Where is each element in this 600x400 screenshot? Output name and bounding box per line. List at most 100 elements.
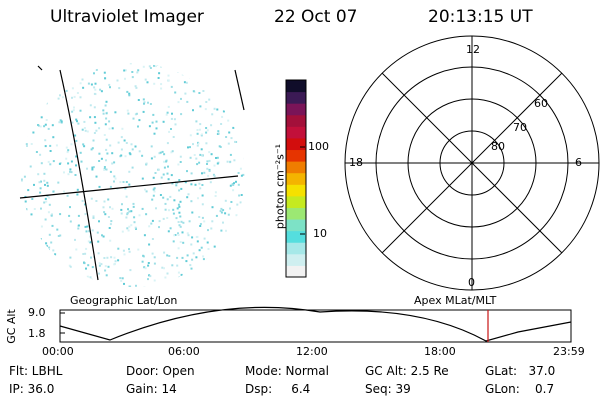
uv-speckle xyxy=(207,262,210,265)
uv-speckle xyxy=(21,85,23,88)
uv-speckle xyxy=(177,203,180,206)
uv-speckle xyxy=(105,159,107,162)
uv-speckle xyxy=(28,226,31,229)
uv-speckle xyxy=(104,104,107,107)
app-title: Ultraviolet Imager xyxy=(50,7,204,27)
uv-speckle xyxy=(37,242,40,245)
status-gain: Gain: 14 xyxy=(126,382,177,396)
uv-speckle xyxy=(172,136,175,138)
uv-speckle xyxy=(153,64,156,67)
uv-speckle xyxy=(43,63,46,65)
uv-speckle xyxy=(181,231,184,234)
uv-speckle xyxy=(166,272,169,275)
uv-speckle xyxy=(210,124,213,127)
uv-speckle xyxy=(153,132,156,135)
uv-speckle xyxy=(84,213,87,216)
uv-speckle xyxy=(219,63,222,66)
uv-speckle xyxy=(179,241,182,243)
colorbar-segment xyxy=(286,242,306,255)
uv-speckle xyxy=(57,235,60,237)
uv-speckle xyxy=(162,217,165,220)
uv-speckle xyxy=(91,166,94,169)
uv-speckle xyxy=(100,263,103,266)
uv-speckle xyxy=(177,271,180,274)
uv-speckle xyxy=(65,146,68,149)
uv-speckle xyxy=(57,181,60,184)
uv-speckle xyxy=(119,181,122,184)
uv-speckle xyxy=(90,256,92,259)
uv-speckle xyxy=(153,82,156,85)
uv-speckle xyxy=(205,275,208,278)
uv-speckle xyxy=(144,78,147,81)
uv-speckle xyxy=(130,143,133,146)
uv-speckle xyxy=(141,260,144,263)
uv-speckle xyxy=(36,108,39,111)
uv-speckle xyxy=(39,187,42,190)
uv-speckle xyxy=(217,130,220,133)
uv-speckle xyxy=(98,152,101,155)
uv-speckle xyxy=(220,92,223,95)
uv-speckle xyxy=(117,259,120,262)
date-label: 22 Oct 07 xyxy=(274,7,358,27)
uv-speckle xyxy=(66,194,69,197)
uv-speckle xyxy=(101,234,103,237)
uv-speckle xyxy=(218,270,221,273)
uv-speckle xyxy=(109,185,112,188)
uv-speckle xyxy=(44,145,47,148)
uv-speckle xyxy=(163,153,166,156)
uv-speckle xyxy=(201,216,204,219)
uv-speckle xyxy=(105,148,108,151)
uv-speckle xyxy=(202,255,205,258)
uv-speckle xyxy=(173,234,176,237)
uv-speckle xyxy=(227,79,230,82)
uv-speckle xyxy=(125,216,128,219)
uv-speckle xyxy=(92,139,95,142)
uv-speckle xyxy=(187,193,190,196)
uv-speckle xyxy=(138,150,141,153)
uv-speckle xyxy=(54,253,57,256)
uv-speckle xyxy=(97,252,100,255)
uv-speckle xyxy=(82,279,85,282)
uv-speckle xyxy=(180,97,182,100)
colorbar-segment xyxy=(286,219,306,232)
uv-speckle xyxy=(216,252,219,255)
uv-speckle xyxy=(230,137,233,140)
uv-speckle xyxy=(244,204,245,207)
uv-speckle xyxy=(125,181,128,183)
uv-speckle xyxy=(113,175,116,178)
uv-speckle xyxy=(206,163,208,165)
uv-speckle xyxy=(200,272,203,275)
uv-speckle xyxy=(201,133,203,136)
uv-speckle xyxy=(234,267,237,270)
uv-speckle xyxy=(166,111,169,114)
uv-speckle xyxy=(95,68,98,71)
uv-speckle xyxy=(121,230,124,233)
uv-speckle xyxy=(164,208,167,211)
uv-speckle xyxy=(201,203,204,206)
uv-speckle xyxy=(50,85,53,88)
altitude-ylabel: GC Alt xyxy=(4,309,18,344)
uv-speckle xyxy=(29,240,32,243)
uv-speckle xyxy=(164,202,167,205)
uv-speckle xyxy=(246,100,248,102)
uv-speckle xyxy=(108,127,111,130)
uv-speckle xyxy=(169,227,172,230)
uv-speckle xyxy=(50,241,53,244)
uv-speckle xyxy=(190,172,193,175)
uv-speckle xyxy=(59,94,61,97)
uv-speckle xyxy=(215,214,218,217)
uv-speckle xyxy=(244,190,245,193)
uv-speckle xyxy=(130,224,133,227)
uv-speckle xyxy=(179,215,182,218)
uv-speckle xyxy=(122,249,125,252)
uv-speckle xyxy=(190,243,193,246)
uv-speckle xyxy=(103,211,106,214)
uv-speckle xyxy=(27,278,30,281)
uv-speckle xyxy=(177,163,180,166)
uv-speckle xyxy=(26,145,28,147)
uv-speckle xyxy=(234,140,236,143)
uv-speckle xyxy=(102,109,105,112)
uv-speckle xyxy=(44,244,47,247)
uv-speckle xyxy=(124,187,127,190)
uv-speckle xyxy=(229,160,232,163)
